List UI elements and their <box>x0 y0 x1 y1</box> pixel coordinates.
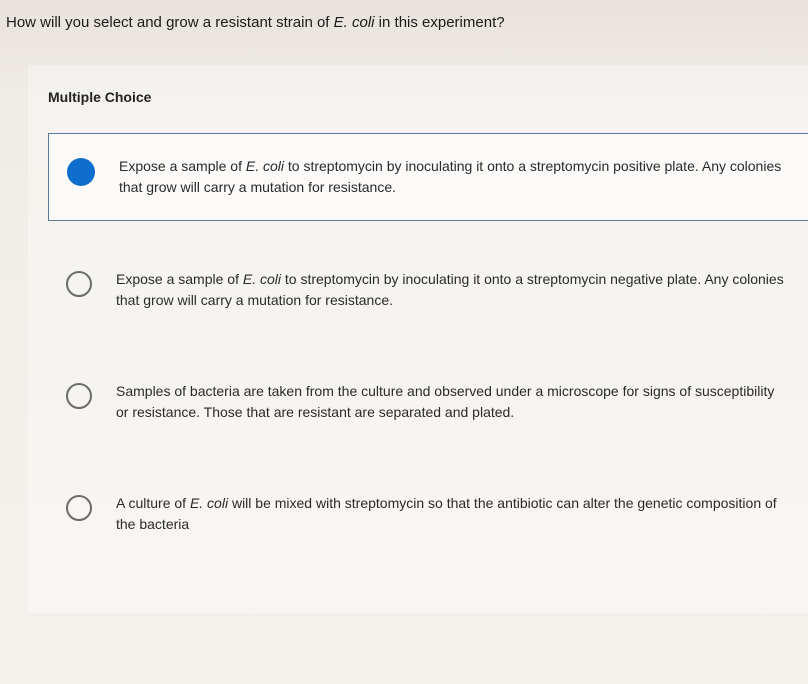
option-1-text: Expose a sample of E. coli to streptomyc… <box>119 156 792 198</box>
question-suffix: in this experiment? <box>375 14 505 31</box>
option-4[interactable]: A culture of E. coli will be mixed with … <box>48 471 808 557</box>
option-2[interactable]: Expose a sample of E. coli to streptomyc… <box>48 247 808 333</box>
option-3[interactable]: Samples of bacteria are taken from the c… <box>48 359 808 445</box>
option-4-ital: E. coli <box>190 495 228 511</box>
option-3-post: Samples of bacteria are taken from the c… <box>116 383 774 420</box>
option-1-pre: Expose a sample of <box>119 158 246 174</box>
question-italic: E. coli <box>334 14 375 31</box>
question-text: How will you select and grow a resistant… <box>0 0 808 47</box>
option-2-ital: E. coli <box>243 271 281 287</box>
option-4-pre: A culture of <box>116 495 190 511</box>
option-4-text: A culture of E. coli will be mixed with … <box>116 493 792 535</box>
answer-panel: Multiple Choice Expose a sample of E. co… <box>28 65 808 613</box>
radio-selected-icon[interactable] <box>67 158 95 186</box>
option-2-text: Expose a sample of E. coli to streptomyc… <box>116 269 792 311</box>
option-3-text: Samples of bacteria are taken from the c… <box>116 381 792 423</box>
option-2-pre: Expose a sample of <box>116 271 243 287</box>
option-1[interactable]: Expose a sample of E. coli to streptomyc… <box>48 133 808 221</box>
option-1-ital: E. coli <box>246 158 284 174</box>
radio-unselected-icon[interactable] <box>66 271 92 297</box>
multiple-choice-label: Multiple Choice <box>48 89 808 105</box>
radio-unselected-icon[interactable] <box>66 383 92 409</box>
radio-unselected-icon[interactable] <box>66 495 92 521</box>
question-prefix: How will you select and grow a resistant… <box>6 14 334 31</box>
